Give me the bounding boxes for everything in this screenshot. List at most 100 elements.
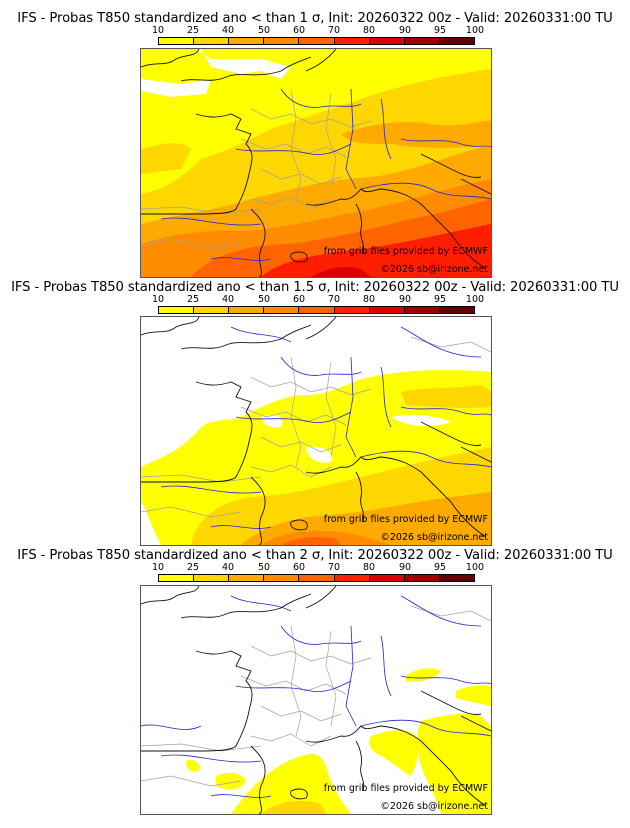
colorbar [158,37,475,45]
colorbar-segment [264,38,300,44]
panel-title: IFS - Probas T850 standardized ano < tha… [11,280,619,295]
colorbar-tick: 60 [292,25,306,36]
credit-copyright: ©2026 sb@irizone.net [380,532,488,543]
colorbar-segment [439,38,474,44]
colorbar-tick: 25 [186,25,200,36]
colorbar-tick: 90 [398,25,412,36]
colorbar-segment [264,307,300,313]
colorbar-segment [264,575,300,581]
colorbar-segment [229,38,265,44]
rivers [160,326,491,529]
colorbar-tick: 10 [151,562,165,573]
map-svg [141,317,491,545]
colorbar-segment [439,307,474,313]
colorbar-tick: 80 [362,294,376,305]
borders [141,88,372,250]
colorbar-segment [299,307,335,313]
map-svg [141,49,491,277]
map-panel-3: from grib files provided by ECMWF ©2026 … [140,585,492,815]
colorbar-tick: 40 [221,562,235,573]
credit-copyright: ©2026 sb@irizone.net [380,801,488,812]
colorbar-ticks: 10 25 40 50 60 70 80 90 95 100 [150,295,490,307]
colorbar-segment [369,307,405,313]
no-prob-hole-3 [391,414,451,427]
colorbar-ticks: 10 25 40 50 60 70 80 90 95 100 [150,563,490,575]
colorbar-tick: 80 [362,562,376,573]
rivers [141,595,491,798]
prob-25-area-2 [141,143,191,174]
colorbar-segment [404,307,440,313]
colorbar-segment [159,575,195,581]
credit-copyright: ©2026 sb@irizone.net [380,264,488,275]
prob-10-area-adriatic [456,685,491,706]
colorbar-ticks: 10 25 40 50 60 70 80 90 95 100 [150,26,490,38]
no-prob-hole-1 [261,415,283,428]
credit-source: from grib files provided by ECMWF [323,246,488,257]
colorbar-tick: 25 [186,562,200,573]
prob-25-area [261,801,326,814]
panel-3: IFS - Probas T850 standardized ano < tha… [0,548,630,828]
colorbar-tick: 25 [186,294,200,305]
credit-source: from grib files provided by ECMWF [323,783,488,794]
colorbar-segment [299,575,335,581]
rivers [160,88,491,261]
prob-80-area [311,266,371,277]
prob-10-area-alps [406,668,441,682]
colorbar [158,306,475,314]
prob-70-area [261,224,491,277]
colorbar-segment [194,38,230,44]
prob-10-area-spain-west [216,772,246,790]
colorbar-tick: 40 [221,294,235,305]
panel-title: IFS - Probas T850 standardized ano < tha… [17,548,613,563]
colorbar-segment [159,38,195,44]
colorbar-segment [194,575,230,581]
map-svg [141,586,491,814]
colorbar-segment [369,575,405,581]
prob-10-area-spain-med [231,754,351,814]
colorbar-tick: 50 [257,562,271,573]
colorbar-tick: 90 [398,294,412,305]
no-data-area-uk [141,49,291,97]
colorbar [158,574,475,582]
colorbar-tick: 95 [433,25,447,36]
colorbar-segment [439,575,474,581]
colorbar-tick: 95 [433,294,447,305]
colorbar-tick: 40 [221,25,235,36]
prob-10-area-corsica [369,730,419,776]
panel-1: IFS - Probas T850 standardized ano < tha… [0,11,630,279]
colorbar-tick: 70 [327,25,341,36]
coastlines [141,586,491,814]
colorbar-tick: 100 [465,25,485,36]
credit-source: from grib files provided by ECMWF [323,514,488,525]
prob-10-area-italy [417,713,491,814]
colorbar-tick: 90 [398,562,412,573]
colorbar-segment [334,38,370,44]
colorbar-tick: 70 [327,562,341,573]
map-panel-2: from grib files provided by ECMWF ©2026 … [140,316,492,546]
colorbar-segment [369,38,405,44]
colorbar-tick: 70 [327,294,341,305]
prob-40-area-alps [341,120,491,148]
colorbar-segment [404,575,440,581]
colorbar-segment [334,307,370,313]
colorbar-segment [229,575,265,581]
prob-60-area [281,537,341,545]
colorbar-segment [334,575,370,581]
prob-10-area-spain-west-2 [186,759,200,772]
colorbar-segment [194,307,230,313]
colorbar-tick: 100 [465,294,485,305]
coastlines [141,317,491,545]
map-panel-1: from grib files provided by ECMWF ©2026 … [140,48,492,278]
colorbar-tick: 60 [292,294,306,305]
colorbar-tick: 100 [465,562,485,573]
colorbar-segment [299,38,335,44]
panel-title: IFS - Probas T850 standardized ano < tha… [17,11,613,26]
colorbar-tick: 50 [257,25,271,36]
colorbar-segment [159,307,195,313]
colorbar-tick: 10 [151,294,165,305]
panel-2: IFS - Probas T850 standardized ano < tha… [0,280,630,548]
colorbar-tick: 50 [257,294,271,305]
colorbar-tick: 95 [433,562,447,573]
prob-25-area-alps [401,385,491,408]
colorbar-tick: 80 [362,25,376,36]
